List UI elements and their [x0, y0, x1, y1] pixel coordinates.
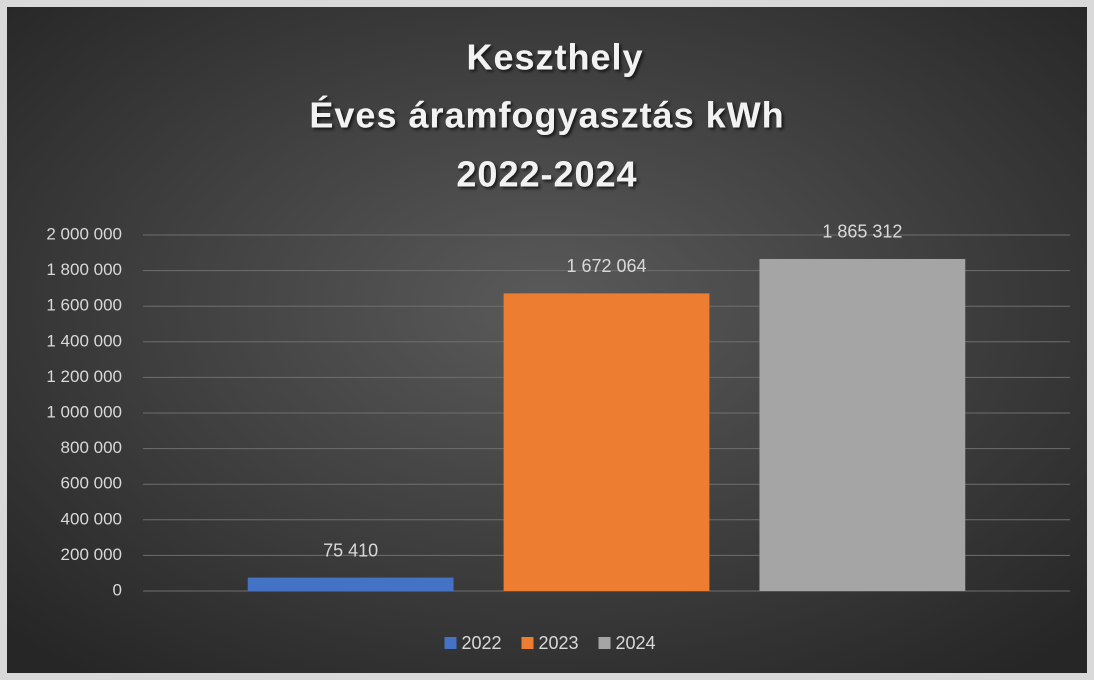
bar [503, 293, 710, 591]
y-tick-label: 1 200 000 [46, 367, 122, 386]
y-tick-label: 1 400 000 [46, 331, 122, 350]
y-tick-label: 600 000 [61, 474, 122, 493]
chart-title: Keszthely [466, 37, 643, 78]
data-label: 75 410 [323, 540, 378, 560]
data-label: 1 865 312 [822, 222, 902, 242]
legend-label: 2024 [616, 633, 656, 653]
bar [247, 577, 454, 591]
legend-label: 2023 [539, 633, 579, 653]
data-label: 1 672 064 [566, 256, 646, 276]
y-tick-label: 2 000 000 [46, 224, 122, 243]
bar [759, 258, 966, 591]
chart-title: Éves áramfogyasztás kWh [309, 95, 784, 136]
y-tick-label: 1 600 000 [46, 296, 122, 315]
y-tick-label: 400 000 [61, 509, 122, 528]
legend-swatch [444, 637, 457, 649]
y-tick-label: 1 000 000 [46, 402, 122, 421]
legend-label: 2022 [462, 633, 502, 653]
y-tick-label: 1 800 000 [46, 260, 122, 279]
chart-title: 2022-2024 [456, 154, 637, 195]
legend-swatch [521, 637, 534, 649]
legend-swatch [598, 637, 611, 649]
y-tick-label: 200 000 [61, 545, 122, 564]
y-tick-label: 0 [113, 580, 122, 599]
y-tick-label: 800 000 [61, 438, 122, 457]
